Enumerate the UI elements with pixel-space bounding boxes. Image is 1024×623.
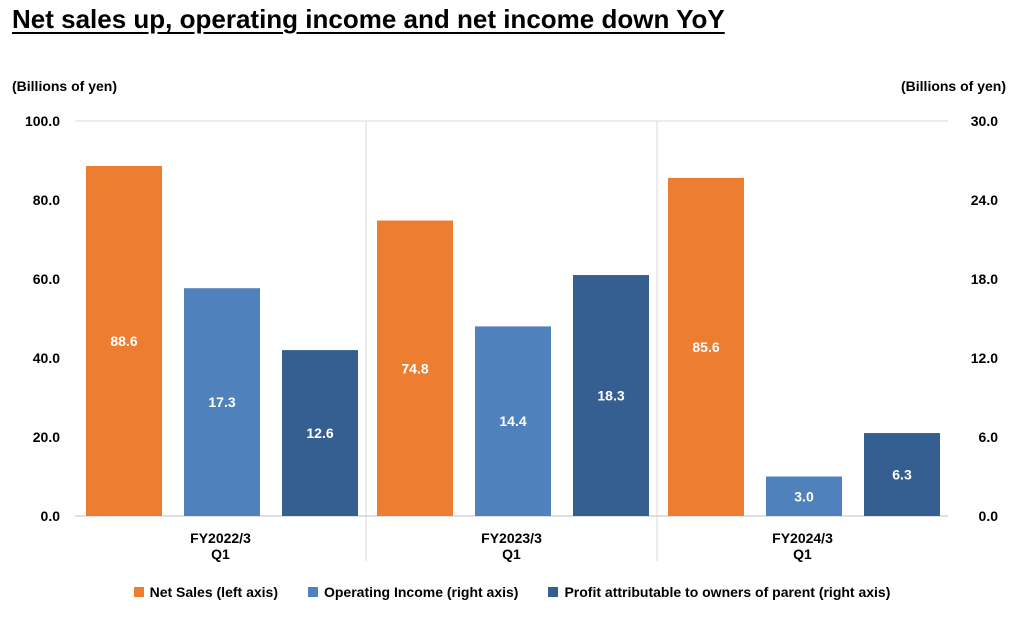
category-label: Q1 — [211, 546, 230, 562]
data-label: 85.6 — [692, 339, 719, 355]
right-tick-label: 18.0 — [971, 271, 998, 287]
category-label: FY2024/3 — [772, 530, 833, 546]
left-tick-label: 0.0 — [41, 508, 61, 524]
right-tick-label: 0.0 — [979, 508, 999, 524]
bar-series-0-cat-0 — [86, 166, 162, 516]
bar-series-1-cat-1 — [475, 326, 551, 516]
category-label: Q1 — [502, 546, 521, 562]
data-label: 3.0 — [794, 488, 814, 504]
right-tick-label: 30.0 — [971, 113, 998, 129]
legend: Net Sales (left axis) Operating Income (… — [0, 584, 1024, 600]
data-label: 88.6 — [110, 333, 137, 349]
category-label: Q1 — [793, 546, 812, 562]
data-label: 18.3 — [597, 388, 624, 404]
left-axis-unit-label: (Billions of yen) — [12, 78, 117, 94]
left-tick-label: 80.0 — [33, 192, 60, 208]
chart-title: Net sales up, operating income and net i… — [12, 4, 725, 34]
bar-series-1-cat-2 — [766, 476, 842, 516]
category-label: FY2023/3 — [481, 530, 542, 546]
bar-series-2-cat-1 — [573, 275, 649, 516]
data-label: 14.4 — [499, 413, 526, 429]
left-tick-label: 20.0 — [33, 429, 60, 445]
bar-series-1-cat-0 — [184, 288, 260, 516]
legend-swatch-profit — [548, 587, 559, 597]
left-tick-label: 40.0 — [33, 350, 60, 366]
bar-series-2-cat-2 — [864, 433, 940, 516]
data-label: 17.3 — [208, 394, 235, 410]
right-tick-label: 24.0 — [971, 192, 998, 208]
legend-swatch-net-sales — [133, 587, 144, 597]
legend-item-net-sales: Net Sales (left axis) — [133, 584, 278, 600]
legend-item-profit: Profit attributable to owners of parent … — [548, 584, 890, 600]
data-label: 12.6 — [306, 425, 333, 441]
right-tick-label: 12.0 — [971, 350, 998, 366]
category-label: FY2022/3 — [190, 530, 251, 546]
bar-series-2-cat-0 — [282, 350, 358, 516]
bar-series-0-cat-2 — [668, 177, 744, 516]
left-tick-label: 100.0 — [25, 113, 60, 129]
bar-series-0-cat-1 — [377, 220, 453, 517]
left-tick-label: 60.0 — [33, 271, 60, 287]
data-label: 6.3 — [892, 467, 912, 483]
legend-swatch-operating-income — [307, 587, 318, 597]
legend-label-operating-income: Operating Income (right axis) — [323, 584, 519, 600]
legend-item-operating-income: Operating Income (right axis) — [307, 584, 519, 600]
legend-label-net-sales: Net Sales (left axis) — [149, 584, 278, 600]
data-label: 74.8 — [401, 360, 428, 376]
right-axis-unit-label: (Billions of yen) — [901, 78, 1006, 94]
legend-label-profit: Profit attributable to owners of parent … — [564, 584, 891, 600]
right-tick-label: 6.0 — [979, 429, 999, 445]
